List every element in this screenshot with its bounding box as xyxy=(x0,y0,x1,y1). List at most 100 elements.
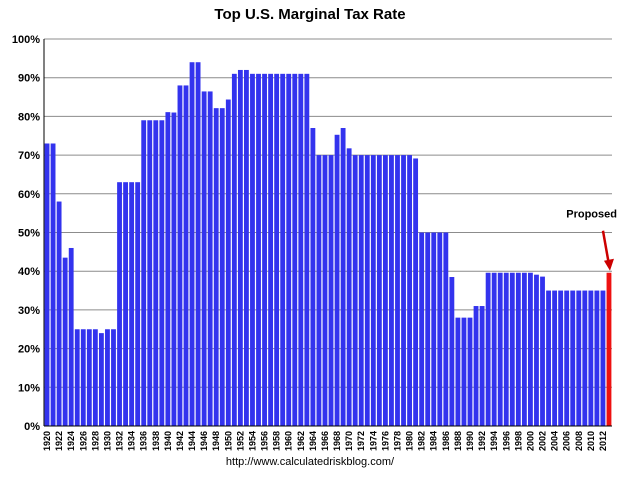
bar-1998 xyxy=(515,272,521,426)
bar-1929 xyxy=(98,333,104,426)
x-tick-label: 1958 xyxy=(272,431,282,451)
x-tick-label: 1986 xyxy=(441,431,451,451)
bar-1953 xyxy=(244,69,249,427)
x-tick-label: 1974 xyxy=(368,431,378,451)
bar-2007 xyxy=(570,290,576,426)
x-tick-label: 1944 xyxy=(187,431,197,451)
bar-1981 xyxy=(413,158,419,426)
y-tick-label: 80% xyxy=(18,111,40,123)
bar-1999 xyxy=(521,272,527,426)
x-tick-label: 1990 xyxy=(465,431,475,451)
x-tick-label: 2006 xyxy=(562,431,572,451)
bar-1923 xyxy=(62,257,68,426)
y-tick-label: 10% xyxy=(18,382,40,394)
bar-1974 xyxy=(370,155,376,426)
bar-1952 xyxy=(237,69,243,427)
bar-1950 xyxy=(225,99,231,427)
bar-1925 xyxy=(74,329,80,426)
y-tick-label: 20% xyxy=(18,344,40,356)
x-axis-ticks: 1920 1922 1924 1926 1928 1930 1932 1934 1936 1938… xyxy=(42,431,608,451)
bar-1957 xyxy=(268,73,274,426)
x-tick-label: 2012 xyxy=(598,431,608,451)
x-tick-label: 1970 xyxy=(344,431,354,451)
bar-1946 xyxy=(201,91,207,426)
bar-1958 xyxy=(274,73,280,426)
source-note: http://www.calculatedriskblog.com/ xyxy=(225,456,395,468)
bar-1996 xyxy=(503,272,509,426)
x-tick-label: 1922 xyxy=(54,431,64,451)
x-tick-label: 1998 xyxy=(513,431,523,451)
bar-1939 xyxy=(159,120,165,427)
bar-1948 xyxy=(213,108,219,427)
y-tick-label: 0% xyxy=(24,421,40,433)
bar-1945 xyxy=(195,62,201,426)
bar-1991 xyxy=(473,306,479,426)
bar-1990 xyxy=(467,317,473,426)
y-tick-label: 100% xyxy=(12,34,40,46)
x-tick-label: 1968 xyxy=(332,431,342,451)
x-tick-label: 1982 xyxy=(417,431,427,451)
bar-2012 xyxy=(600,290,606,426)
bar-1962 xyxy=(298,73,304,426)
bar-1972 xyxy=(358,155,364,426)
bar-1977 xyxy=(389,155,394,426)
bar-1980 xyxy=(407,155,412,426)
bar-1959 xyxy=(280,73,286,426)
bar-1985 xyxy=(437,232,443,426)
bar-1979 xyxy=(401,155,406,426)
annotation-arrow-shaft xyxy=(601,230,611,265)
x-tick-label: 1950 xyxy=(223,431,233,451)
bar-1930 xyxy=(105,329,110,426)
bar-1928 xyxy=(92,329,98,426)
x-tick-label: 1938 xyxy=(151,431,161,451)
bar-1936 xyxy=(141,120,147,427)
bar-1976 xyxy=(382,155,388,426)
bar-1988 xyxy=(455,317,461,426)
bar-1989 xyxy=(461,317,467,426)
x-tick-label: 1994 xyxy=(489,431,499,451)
bar-1964 xyxy=(310,128,316,426)
bar-2000 xyxy=(528,272,533,426)
bars xyxy=(44,62,612,427)
bar-1995 xyxy=(497,272,503,426)
bar-2013 xyxy=(606,272,612,426)
bar-1935 xyxy=(135,182,141,426)
x-tick-label: 2004 xyxy=(550,431,560,451)
bar-1943 xyxy=(183,85,189,426)
y-tick-label: 60% xyxy=(18,189,40,201)
bar-2001 xyxy=(534,274,539,426)
x-tick-label: 1928 xyxy=(90,431,100,451)
annotation-label: Proposed xyxy=(566,209,617,221)
y-tick-label: 40% xyxy=(18,266,40,278)
bar-1951 xyxy=(231,73,237,426)
y-tick-label: 30% xyxy=(18,305,40,317)
bar-1994 xyxy=(491,272,497,426)
x-tick-label: 2002 xyxy=(538,431,548,451)
bar-1954 xyxy=(250,73,255,426)
bar-1927 xyxy=(86,329,92,426)
bar-1969 xyxy=(340,128,346,426)
bar-2002 xyxy=(540,276,545,426)
bar-1970 xyxy=(346,148,352,426)
x-tick-label: 2000 xyxy=(525,431,535,451)
x-tick-label: 2008 xyxy=(574,431,584,451)
bar-1934 xyxy=(129,182,135,426)
bar-1940 xyxy=(165,112,171,426)
bar-1978 xyxy=(395,155,400,426)
x-tick-label: 1954 xyxy=(247,431,257,451)
bar-1932 xyxy=(117,182,122,426)
bar-1937 xyxy=(147,120,153,427)
bar-2011 xyxy=(594,290,600,426)
bar-1941 xyxy=(171,112,177,426)
x-tick-label: 1962 xyxy=(296,431,306,451)
x-tick-label: 1932 xyxy=(115,431,125,451)
bar-2003 xyxy=(546,290,551,426)
bar-1949 xyxy=(219,108,225,427)
x-tick-label: 1966 xyxy=(320,431,330,451)
x-tick-label: 1930 xyxy=(102,431,112,451)
x-tick-label: 1936 xyxy=(139,431,149,451)
x-tick-label: 1942 xyxy=(175,431,185,451)
x-tick-label: 1988 xyxy=(453,431,463,451)
bar-1967 xyxy=(328,155,334,426)
